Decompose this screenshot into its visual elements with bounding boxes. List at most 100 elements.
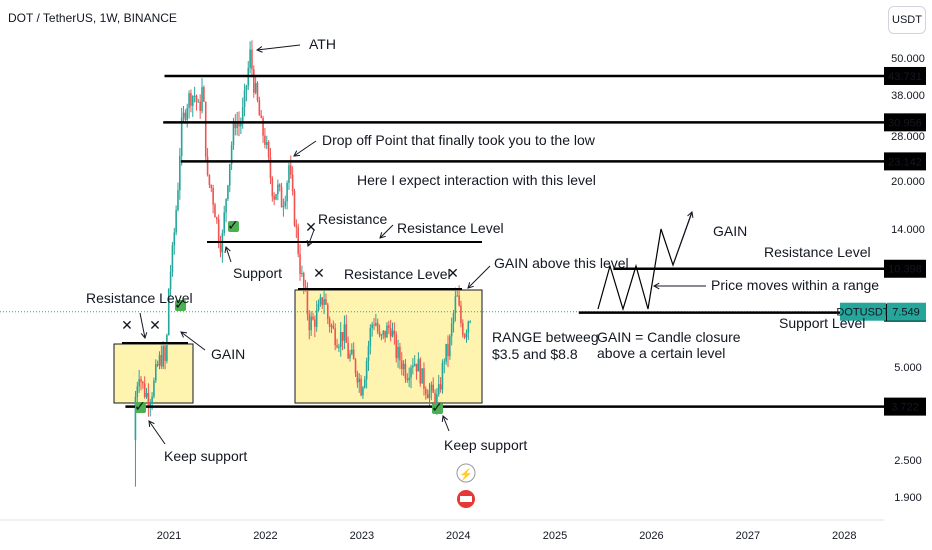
candle-body [258, 100, 261, 116]
candle-body [260, 115, 263, 118]
candle [273, 192, 275, 206]
candle [332, 320, 335, 330]
candle-body [415, 363, 418, 372]
candle [445, 343, 447, 366]
candle-body [410, 367, 412, 378]
annotation-support-diagram: Support Level [779, 315, 865, 331]
candle-body [460, 305, 462, 324]
candle [412, 358, 414, 375]
level-tag-10.398 [884, 259, 926, 278]
currency-button[interactable]: USDT [888, 6, 926, 34]
candle [415, 363, 418, 380]
annotation-support: Support [233, 265, 282, 281]
annotation-resistance-level-box: Resistance Level [344, 266, 451, 282]
candle [275, 193, 277, 201]
candle-body [317, 304, 320, 311]
candle [362, 385, 364, 399]
y-tick-label: 5.000 [894, 362, 922, 374]
candle [312, 312, 314, 321]
candle [143, 376, 146, 399]
candle-body [375, 322, 377, 326]
candle-body [282, 206, 285, 208]
y-tick-label: 1.900 [894, 492, 922, 504]
candle [262, 115, 264, 143]
resistance-level-arrow-line [379, 224, 394, 239]
candle [234, 114, 237, 136]
candle [389, 319, 392, 342]
candle [456, 289, 459, 297]
candle-body [395, 334, 398, 359]
candle-body [421, 368, 423, 384]
candle-body [436, 394, 438, 407]
candle-body [180, 117, 183, 157]
candle [384, 330, 386, 343]
candle-body [188, 93, 190, 108]
candle [375, 314, 377, 327]
candle [265, 135, 268, 150]
candle-body [223, 212, 226, 233]
candle-body [458, 295, 460, 306]
candle [214, 202, 216, 218]
candle [297, 223, 299, 258]
candle [334, 323, 336, 351]
candle-body [147, 393, 150, 406]
candle [195, 94, 198, 111]
candle-body [249, 49, 251, 68]
candle-body [264, 135, 266, 145]
candle [417, 352, 420, 372]
candle-body [206, 156, 209, 175]
candle-body [447, 343, 449, 357]
candle [208, 174, 211, 188]
candle [177, 182, 179, 212]
candle [428, 382, 431, 406]
check-marker [228, 221, 239, 232]
candle [199, 94, 201, 119]
current-symbol-label: DOTUSDT [836, 307, 889, 319]
candle [363, 375, 366, 389]
candle [358, 373, 361, 393]
candle-body [143, 383, 146, 397]
x-tick-label: 2023 [350, 530, 374, 542]
candle-body [251, 49, 253, 70]
candle [378, 324, 381, 338]
candle [351, 343, 353, 356]
candle [302, 271, 305, 295]
annotation-keep-support-right: Keep support [444, 437, 527, 453]
candle-body [343, 324, 346, 341]
candle-body [360, 378, 362, 396]
annotation-resistance-diagram: Resistance Level [764, 244, 871, 260]
candle-body [332, 325, 335, 329]
lightning-icon[interactable] [456, 463, 476, 483]
candle [258, 96, 261, 116]
candle-body [219, 243, 222, 253]
candle-body [204, 101, 207, 157]
candle-body [312, 316, 314, 320]
candle-body [308, 314, 311, 331]
candle [349, 349, 351, 362]
candle [169, 264, 172, 297]
candle [339, 322, 342, 357]
annotation-range-1: RANGE betweeg [492, 329, 599, 345]
candle [461, 319, 464, 338]
candle [197, 98, 200, 103]
level-tag-3.722 [884, 397, 926, 416]
candle [228, 163, 231, 193]
candle-body [254, 83, 257, 93]
candle [254, 76, 257, 95]
candle-body [314, 319, 316, 327]
drop-off-arrow-head [293, 150, 301, 157]
candle-body [245, 85, 248, 91]
price-moves-arrow [652, 282, 706, 290]
candle-body [467, 321, 470, 333]
candle-body [445, 343, 447, 362]
candle-body [212, 188, 214, 205]
candle-body [469, 321, 471, 323]
candle-body [190, 93, 192, 106]
candle-body [347, 342, 349, 359]
gain-left-arrow [180, 331, 206, 351]
candle-body [454, 296, 457, 314]
drop-off-arrow [293, 140, 317, 157]
candle [452, 310, 455, 333]
candle-body [328, 318, 331, 327]
